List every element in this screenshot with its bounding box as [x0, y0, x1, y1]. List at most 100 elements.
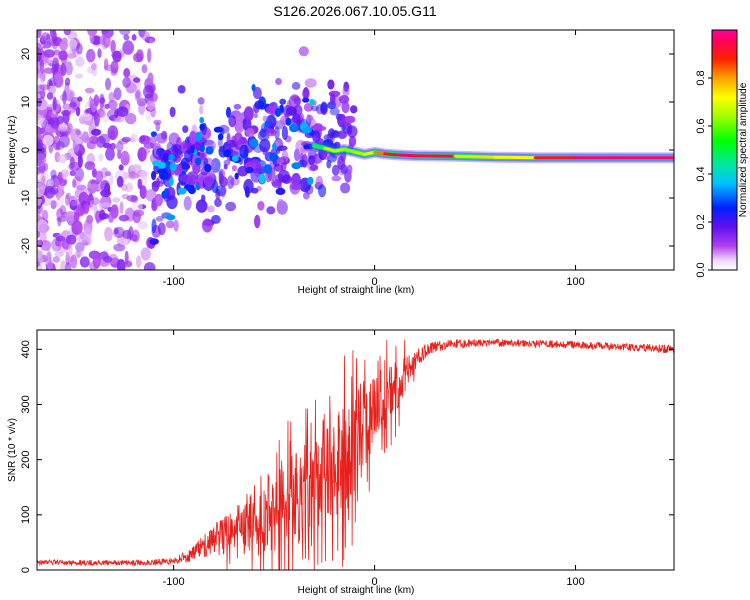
- noise-blob: [248, 138, 259, 148]
- y-tick-label: 10: [20, 96, 32, 108]
- noise-blob: [327, 79, 335, 90]
- noise-blob: [169, 106, 176, 118]
- noise-blob: [217, 133, 224, 141]
- noise-blob: [211, 214, 221, 224]
- noise-blob: [126, 195, 138, 202]
- noise-blob: [194, 157, 202, 166]
- noise-blob: [329, 93, 336, 106]
- noise-blob: [228, 115, 237, 128]
- noise-blob: [122, 40, 134, 55]
- noise-blob: [211, 161, 216, 169]
- noise-blob: [214, 198, 222, 208]
- noise-blob: [233, 103, 242, 110]
- x-tick-label: 0: [372, 276, 378, 288]
- noise-blob: [153, 119, 162, 126]
- noise-blob: [43, 49, 55, 58]
- noise-blob: [112, 197, 121, 203]
- noise-blob: [86, 48, 96, 63]
- noise-blob: [76, 43, 83, 55]
- noise-blob: [223, 149, 232, 158]
- noise-blob: [60, 260, 67, 270]
- colorbar-tick-label: 0.2: [695, 214, 707, 229]
- noise-blob: [100, 202, 112, 208]
- noise-blob: [277, 169, 290, 183]
- noise-blob: [257, 201, 265, 211]
- noise-blob: [320, 101, 328, 114]
- noise-blob: [110, 204, 119, 219]
- noise-blob: [104, 182, 111, 196]
- noise-blob: [74, 167, 85, 182]
- noise-blob: [65, 261, 72, 270]
- noise-blob: [75, 129, 81, 136]
- noise-blob: [119, 201, 124, 215]
- noise-blob: [133, 209, 145, 217]
- noise-blob: [70, 96, 81, 111]
- noise-blob: [62, 173, 68, 180]
- snr-x-label: Height of straight line (km): [298, 585, 415, 596]
- noise-blob: [102, 255, 113, 263]
- noise-blob: [56, 208, 64, 220]
- noise-blob: [37, 153, 47, 166]
- noise-blob: [274, 108, 281, 117]
- noise-blob: [181, 163, 191, 170]
- noise-blob: [166, 186, 176, 201]
- noise-blob: [114, 228, 119, 235]
- noise-blob: [58, 50, 68, 61]
- noise-blob: [102, 114, 109, 123]
- noise-blob: [64, 211, 76, 221]
- noise-blob: [48, 187, 59, 195]
- carrier-segment: [453, 154, 497, 159]
- noise-blob: [165, 160, 171, 170]
- noise-blob: [231, 155, 239, 162]
- noise-blob: [137, 178, 143, 190]
- noise-blob: [57, 154, 68, 164]
- noise-blob: [37, 65, 40, 75]
- noise-blob: [275, 78, 282, 85]
- snr-y-ticks: 0 100 200 300 400: [20, 340, 674, 573]
- noise-blob: [73, 212, 80, 222]
- noise-blob: [37, 30, 42, 37]
- x-tick-label: 0: [372, 576, 378, 588]
- noise-blob: [195, 199, 208, 213]
- noise-blob: [97, 48, 102, 59]
- noise-blob: [303, 144, 309, 150]
- noise-blob: [350, 105, 358, 114]
- noise-blob: [166, 214, 176, 221]
- x-tick-label: 100: [566, 576, 584, 588]
- noise-blob: [94, 112, 100, 127]
- noise-blob: [42, 138, 47, 145]
- noise-blob: [298, 46, 309, 57]
- noise-blob: [249, 159, 261, 166]
- noise-blob: [344, 115, 356, 124]
- carrier-segment: [383, 152, 397, 157]
- noise-blob: [145, 189, 157, 202]
- noise-blob: [337, 130, 348, 139]
- noise-blob: [104, 171, 112, 177]
- noise-blob: [143, 262, 156, 270]
- y-tick-label: 20: [20, 48, 32, 60]
- noise-blob: [74, 137, 82, 144]
- noise-blob: [52, 57, 60, 73]
- noise-blob: [105, 77, 111, 91]
- noise-blob: [272, 142, 277, 150]
- noise-blob: [135, 49, 144, 63]
- noise-blob: [225, 106, 232, 118]
- noise-blob: [150, 131, 157, 137]
- carrier-segment: [493, 155, 537, 160]
- noise-blob: [125, 112, 137, 125]
- noise-blob: [64, 77, 71, 87]
- noise-blob: [289, 123, 299, 133]
- noise-blob: [72, 181, 77, 188]
- noise-blob: [199, 105, 204, 115]
- noise-blob: [95, 170, 104, 183]
- noise-blob: [128, 173, 140, 179]
- snr-series-line: [37, 338, 674, 570]
- noise-blob: [254, 214, 261, 229]
- noise-blob: [37, 42, 42, 56]
- noise-blob: [182, 143, 188, 150]
- noise-blob: [71, 220, 83, 236]
- colorbar-tick-label: 0.0: [695, 262, 707, 277]
- noise-blob: [47, 179, 54, 188]
- noise-blob: [140, 247, 151, 261]
